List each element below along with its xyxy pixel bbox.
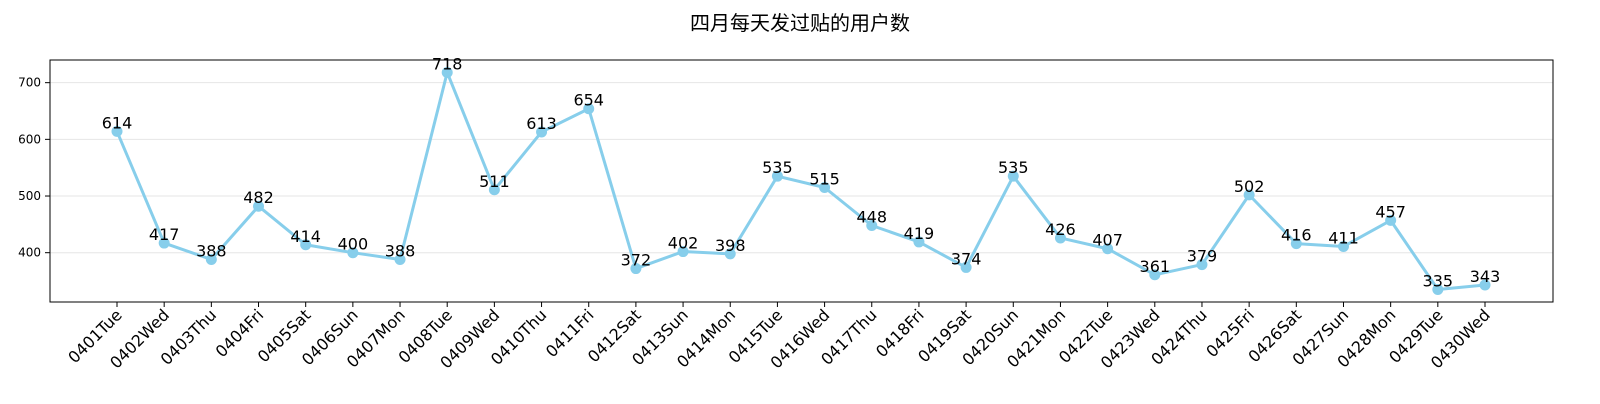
data-point: [1149, 269, 1161, 281]
data-point: [488, 184, 500, 196]
data-point: [866, 219, 878, 231]
y-tick-label: 600: [18, 132, 41, 146]
y-tick-label: 400: [18, 246, 41, 260]
data-point: [1102, 243, 1114, 255]
data-point: [1243, 189, 1255, 201]
data-point: [1432, 284, 1444, 296]
data-label: 372: [621, 251, 652, 270]
data-label: 400: [338, 235, 369, 254]
data-label: 718: [432, 54, 463, 73]
series-layer: [111, 66, 1491, 296]
data-point: [724, 248, 736, 260]
data-label: 613: [526, 114, 557, 133]
data-point: [819, 182, 831, 194]
data-label: 335: [1423, 272, 1454, 291]
data-label: 374: [951, 249, 982, 268]
data-point: [347, 247, 359, 259]
data-point: [158, 237, 170, 249]
y-axis: 400 500 600 700: [18, 76, 50, 260]
data-point: [253, 200, 265, 212]
plot-area-frame: [49, 59, 1554, 303]
data-point: [1196, 259, 1208, 271]
data-point: [394, 253, 406, 265]
y-tick-label: 500: [18, 189, 41, 203]
data-label: 502: [1234, 177, 1265, 196]
data-label: 402: [668, 234, 699, 253]
data-label: 343: [1470, 267, 1501, 286]
data-label: 535: [998, 158, 1029, 177]
data-point: [771, 170, 783, 182]
data-point: [1054, 232, 1066, 244]
data-label: 535: [762, 158, 793, 177]
data-point: [1290, 238, 1302, 250]
data-label: 482: [243, 188, 274, 207]
data-label: 457: [1375, 202, 1406, 221]
data-label: 614: [102, 113, 133, 132]
data-point: [1007, 170, 1019, 182]
data-point: [300, 239, 312, 251]
data-point: [1479, 279, 1491, 291]
grid-lines: [50, 82, 1553, 254]
data-label: 361: [1140, 257, 1171, 276]
data-point: [913, 236, 925, 248]
data-point: [630, 263, 642, 275]
data-point: [205, 253, 217, 265]
data-label: 388: [196, 241, 227, 260]
data-label: 417: [149, 225, 180, 244]
data-label: 398: [715, 236, 746, 255]
data-label: 379: [1187, 247, 1218, 266]
data-point: [1337, 240, 1349, 252]
data-point: [536, 126, 548, 138]
data-labels: 614 417 388 482 414 400 388 718 511 613 654 372 402 3…: [102, 54, 1501, 290]
data-label: 654: [573, 91, 604, 110]
data-point: [677, 246, 689, 258]
data-point: [1385, 214, 1397, 226]
data-label: 511: [479, 172, 510, 191]
data-label: 416: [1281, 226, 1312, 245]
data-point: [960, 261, 972, 273]
data-label: 411: [1328, 228, 1359, 247]
series-line: [115, 70, 1486, 292]
x-axis: 0401Tue0402Wed0403Thu0404Fri0405Sat0406S…: [64, 302, 1494, 372]
chart-title: 四月每天发过贴的用户数: [690, 11, 910, 35]
y-tick-label: 700: [18, 76, 41, 90]
data-point: [441, 66, 453, 78]
data-label: 388: [385, 241, 416, 260]
data-point: [111, 125, 123, 137]
data-label: 414: [290, 227, 321, 246]
data-label: 448: [856, 207, 887, 226]
data-label: 419: [904, 224, 935, 243]
data-point: [583, 103, 595, 115]
data-label: 426: [1045, 220, 1076, 239]
data-label: 407: [1092, 231, 1123, 250]
data-label: 515: [809, 170, 840, 189]
